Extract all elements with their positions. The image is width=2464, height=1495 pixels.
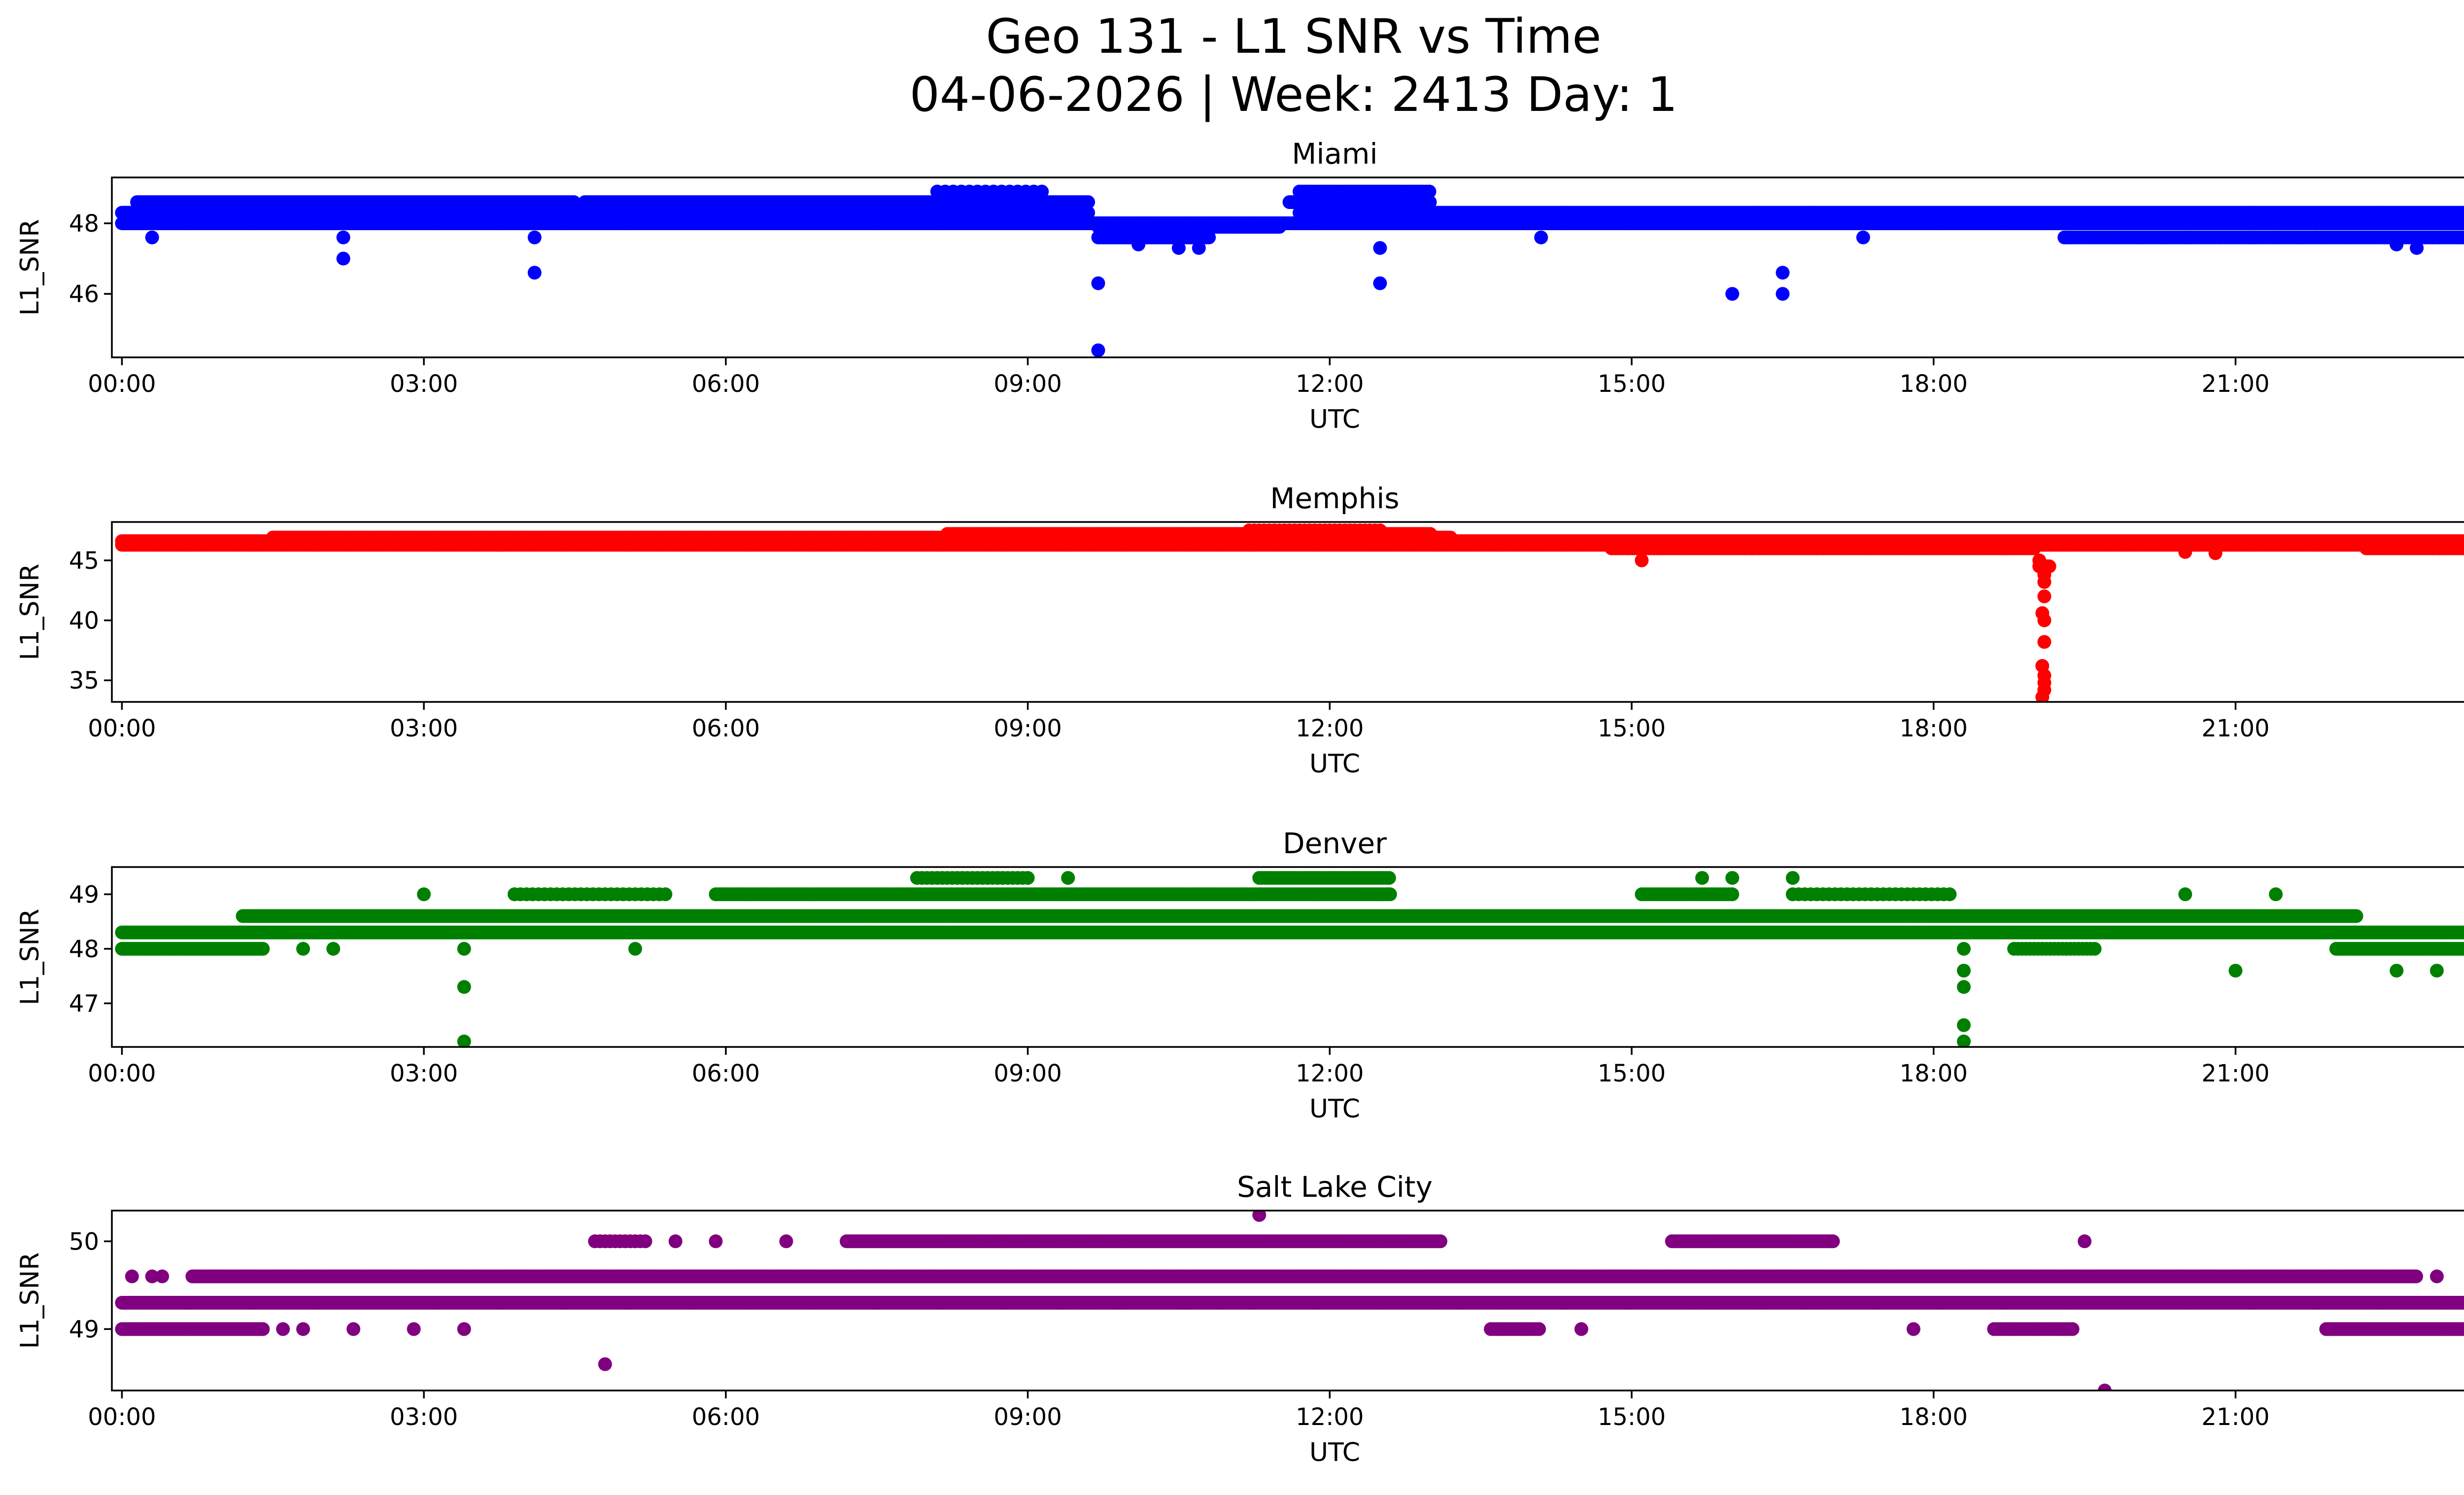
data-point bbox=[567, 195, 581, 209]
y-axis-label: L1_SNR bbox=[15, 219, 45, 315]
x-tick-label: 15:00 bbox=[1598, 370, 1666, 398]
figure-title-line1: Geo 131 - L1 SNR vs Time bbox=[986, 9, 1602, 64]
data-point bbox=[336, 230, 350, 244]
x-tick-label: 06:00 bbox=[692, 370, 760, 398]
data-point bbox=[1035, 184, 1049, 199]
data-point bbox=[1423, 195, 1437, 209]
data-point bbox=[1192, 241, 1206, 255]
data-point bbox=[2390, 238, 2404, 251]
x-tick-label: 12:00 bbox=[1296, 370, 1364, 398]
scatter-series-memphis bbox=[115, 523, 2464, 702]
data-point bbox=[1081, 195, 1095, 209]
data-point bbox=[1534, 230, 1548, 244]
data-point bbox=[1776, 266, 1790, 280]
data-point bbox=[1202, 230, 1216, 244]
data-point bbox=[1725, 287, 1740, 301]
x-axis-label: UTC bbox=[1309, 405, 1360, 434]
data-point bbox=[527, 230, 542, 244]
data-point bbox=[1422, 184, 1437, 199]
data-point bbox=[1373, 276, 1387, 290]
x-tick-label: 18:00 bbox=[1900, 370, 1968, 398]
data-point bbox=[1272, 220, 1287, 234]
y-tick-label: 46 bbox=[69, 280, 99, 308]
data-point bbox=[1091, 276, 1105, 290]
data-point bbox=[2459, 231, 2464, 244]
data-point bbox=[1131, 238, 1146, 251]
data-point bbox=[2463, 219, 2464, 228]
data-point bbox=[1373, 241, 1387, 255]
x-tick-label: 03:00 bbox=[390, 370, 458, 398]
data-point bbox=[2462, 233, 2464, 243]
x-tick-label: 21:00 bbox=[2201, 370, 2269, 398]
data-point bbox=[2410, 241, 2424, 255]
data-point bbox=[527, 266, 542, 280]
subplot-miami: 00:00 03:00 06:00 09:00 12:00 15:00 18:00 21:00… bbox=[15, 137, 2464, 434]
figure-title-line2: 04-06-2026 | Week: 2413 Day: 1 bbox=[910, 67, 1678, 123]
subplot-memphis: 00:00 03:00 06:00 09:00 12:00 15:00 18:00 21:00… bbox=[15, 482, 2464, 779]
x-tick-label: 00:00 bbox=[88, 370, 156, 398]
axes-frame bbox=[111, 176, 2464, 358]
data-point bbox=[1776, 287, 1790, 301]
data-point bbox=[1081, 206, 1095, 220]
subplot-title: Miami bbox=[1292, 137, 1377, 171]
data-point bbox=[1091, 343, 1105, 357]
data-point bbox=[1171, 241, 1186, 255]
scatter-series-miami bbox=[115, 184, 2464, 357]
data-point bbox=[336, 251, 350, 266]
subplots: 00:00 03:00 06:00 09:00 12:00 15:00 18:00 21:00… bbox=[15, 137, 2464, 1467]
data-point bbox=[1856, 230, 1870, 244]
y-tick-label: 48 bbox=[69, 210, 99, 238]
data-point bbox=[145, 230, 159, 244]
x-tick-label: 09:00 bbox=[993, 370, 1061, 398]
data-point bbox=[2462, 208, 2464, 218]
